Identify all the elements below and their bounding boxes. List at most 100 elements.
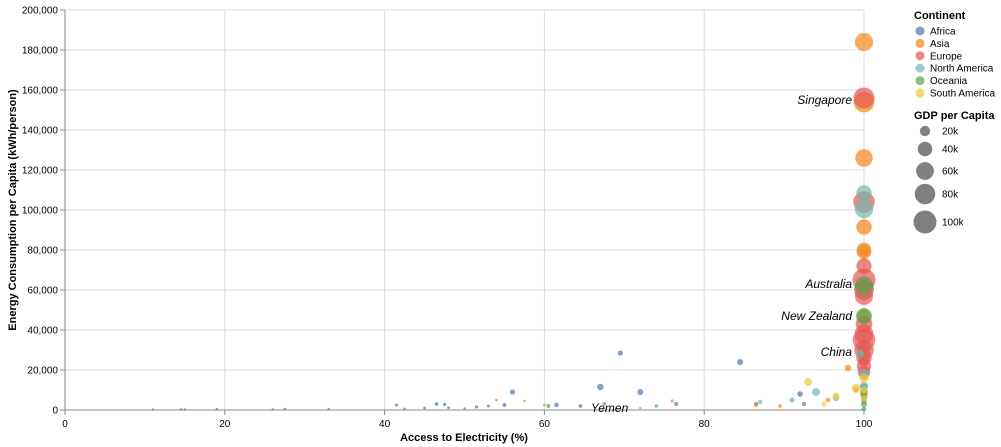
point-oceania bbox=[654, 404, 658, 408]
point-asia bbox=[670, 399, 674, 403]
point-asia bbox=[856, 219, 872, 235]
size-legend-label: 80k bbox=[942, 190, 959, 201]
legend-swatch-europe bbox=[915, 51, 925, 61]
point-south-america bbox=[804, 378, 813, 386]
y-tick-label: 80,000 bbox=[27, 246, 58, 257]
point-africa bbox=[183, 408, 187, 411]
point-south-america bbox=[860, 394, 868, 402]
x-tick-label: 40 bbox=[379, 419, 391, 430]
point-africa bbox=[637, 388, 644, 396]
point-asia bbox=[778, 404, 782, 408]
point-africa bbox=[403, 407, 406, 411]
axes: 0 20 40 60 80 100 0 20,000 40,000 60,000 80,000 100… bbox=[22, 6, 873, 431]
y-tick-label: 160,000 bbox=[22, 86, 59, 97]
color-legend-title: Continent bbox=[914, 10, 966, 22]
legend-swatch-oceania bbox=[915, 76, 925, 86]
size-legend-items: 20k 40k 60k 80k 100k bbox=[913, 125, 965, 234]
annotation-australia: Australia bbox=[804, 277, 852, 291]
size-legend-title: GDP per Capita bbox=[914, 110, 995, 122]
point-asia bbox=[855, 149, 873, 167]
point-africa bbox=[215, 407, 219, 411]
point-north-america bbox=[789, 397, 795, 403]
point-oceania bbox=[602, 402, 607, 406]
point-africa bbox=[578, 404, 583, 408]
annotation-yemen: Yemen bbox=[591, 401, 629, 415]
y-tick-label: 0 bbox=[52, 406, 58, 417]
point-africa bbox=[151, 408, 155, 411]
point-africa bbox=[434, 402, 439, 406]
y-tick-label: 120,000 bbox=[22, 166, 59, 177]
point-asia bbox=[542, 403, 546, 407]
annotation-china: China bbox=[821, 345, 853, 359]
point-africa bbox=[395, 403, 399, 407]
point-asia bbox=[854, 32, 874, 52]
point-asia bbox=[754, 403, 759, 407]
size-legend-circle bbox=[916, 162, 934, 180]
y-tick-label: 100,000 bbox=[22, 206, 59, 217]
point-south-america bbox=[832, 392, 840, 400]
legend-swatch-africa bbox=[915, 26, 925, 36]
size-legend-circle bbox=[919, 125, 931, 137]
legend-swatch-north-america bbox=[915, 63, 925, 73]
y-tick-label: 200,000 bbox=[22, 6, 59, 17]
legend-swatch-south-america bbox=[915, 88, 925, 98]
x-tick-label: 60 bbox=[539, 419, 551, 430]
point-europe bbox=[853, 87, 875, 109]
point-africa bbox=[463, 407, 466, 410]
y-tick-label: 140,000 bbox=[22, 126, 59, 137]
point-africa bbox=[179, 408, 183, 411]
y-axis-title: Energy Consumption per Capita (kWh/perso… bbox=[7, 89, 19, 331]
legend-label-oceania: Oceania bbox=[930, 76, 968, 87]
legend-label-europe: Europe bbox=[930, 51, 963, 62]
data-points bbox=[151, 32, 876, 412]
point-africa bbox=[597, 383, 604, 391]
point-oceania bbox=[854, 276, 874, 296]
point-oceania bbox=[860, 400, 868, 408]
size-legend-circle bbox=[913, 210, 937, 234]
point-north-america bbox=[757, 399, 763, 405]
legend-label-africa: Africa bbox=[930, 27, 956, 38]
size-legend-label: 100k bbox=[942, 218, 965, 229]
point-africa bbox=[474, 405, 479, 409]
grid bbox=[64, 9, 865, 411]
legend-label-asia: Asia bbox=[930, 39, 950, 50]
x-axis-title: Access to Electricity (%) bbox=[400, 432, 528, 444]
point-africa bbox=[617, 350, 623, 356]
point-north-america bbox=[856, 350, 864, 358]
x-tick-label: 20 bbox=[219, 419, 231, 430]
point-oceania bbox=[861, 406, 867, 412]
x-tick-label: 100 bbox=[856, 419, 873, 430]
point-africa bbox=[674, 402, 679, 406]
annotation-new-zealand: New Zealand bbox=[781, 309, 852, 323]
point-oceania bbox=[856, 308, 872, 324]
point-north-america bbox=[812, 388, 821, 396]
x-tick-label: 80 bbox=[699, 419, 711, 430]
point-africa bbox=[447, 406, 450, 410]
point-africa bbox=[509, 389, 516, 395]
point-africa bbox=[327, 408, 330, 411]
size-legend-label: 60k bbox=[942, 167, 959, 178]
point-north-america bbox=[854, 199, 874, 219]
point-south-america bbox=[860, 386, 868, 394]
point-africa bbox=[271, 408, 274, 411]
point-africa bbox=[554, 402, 559, 408]
size-legend-label: 40k bbox=[942, 145, 959, 156]
point-africa bbox=[802, 402, 807, 406]
size-legend-circle bbox=[914, 183, 936, 205]
point-africa bbox=[442, 402, 447, 407]
point-africa bbox=[737, 358, 744, 366]
point-asia bbox=[639, 406, 642, 410]
size-legend-circle bbox=[917, 141, 933, 157]
point-south-america bbox=[821, 401, 827, 407]
point-africa bbox=[502, 403, 507, 407]
annotations: Singapore Australia New Zealand China Yemen bbox=[591, 93, 852, 415]
size-legend-label: 20k bbox=[942, 127, 959, 138]
legend-swatch-asia bbox=[915, 38, 925, 48]
point-asia bbox=[825, 397, 831, 403]
point-asia bbox=[523, 399, 526, 403]
point-africa bbox=[487, 404, 490, 408]
x-tick-label: 0 bbox=[62, 419, 68, 430]
